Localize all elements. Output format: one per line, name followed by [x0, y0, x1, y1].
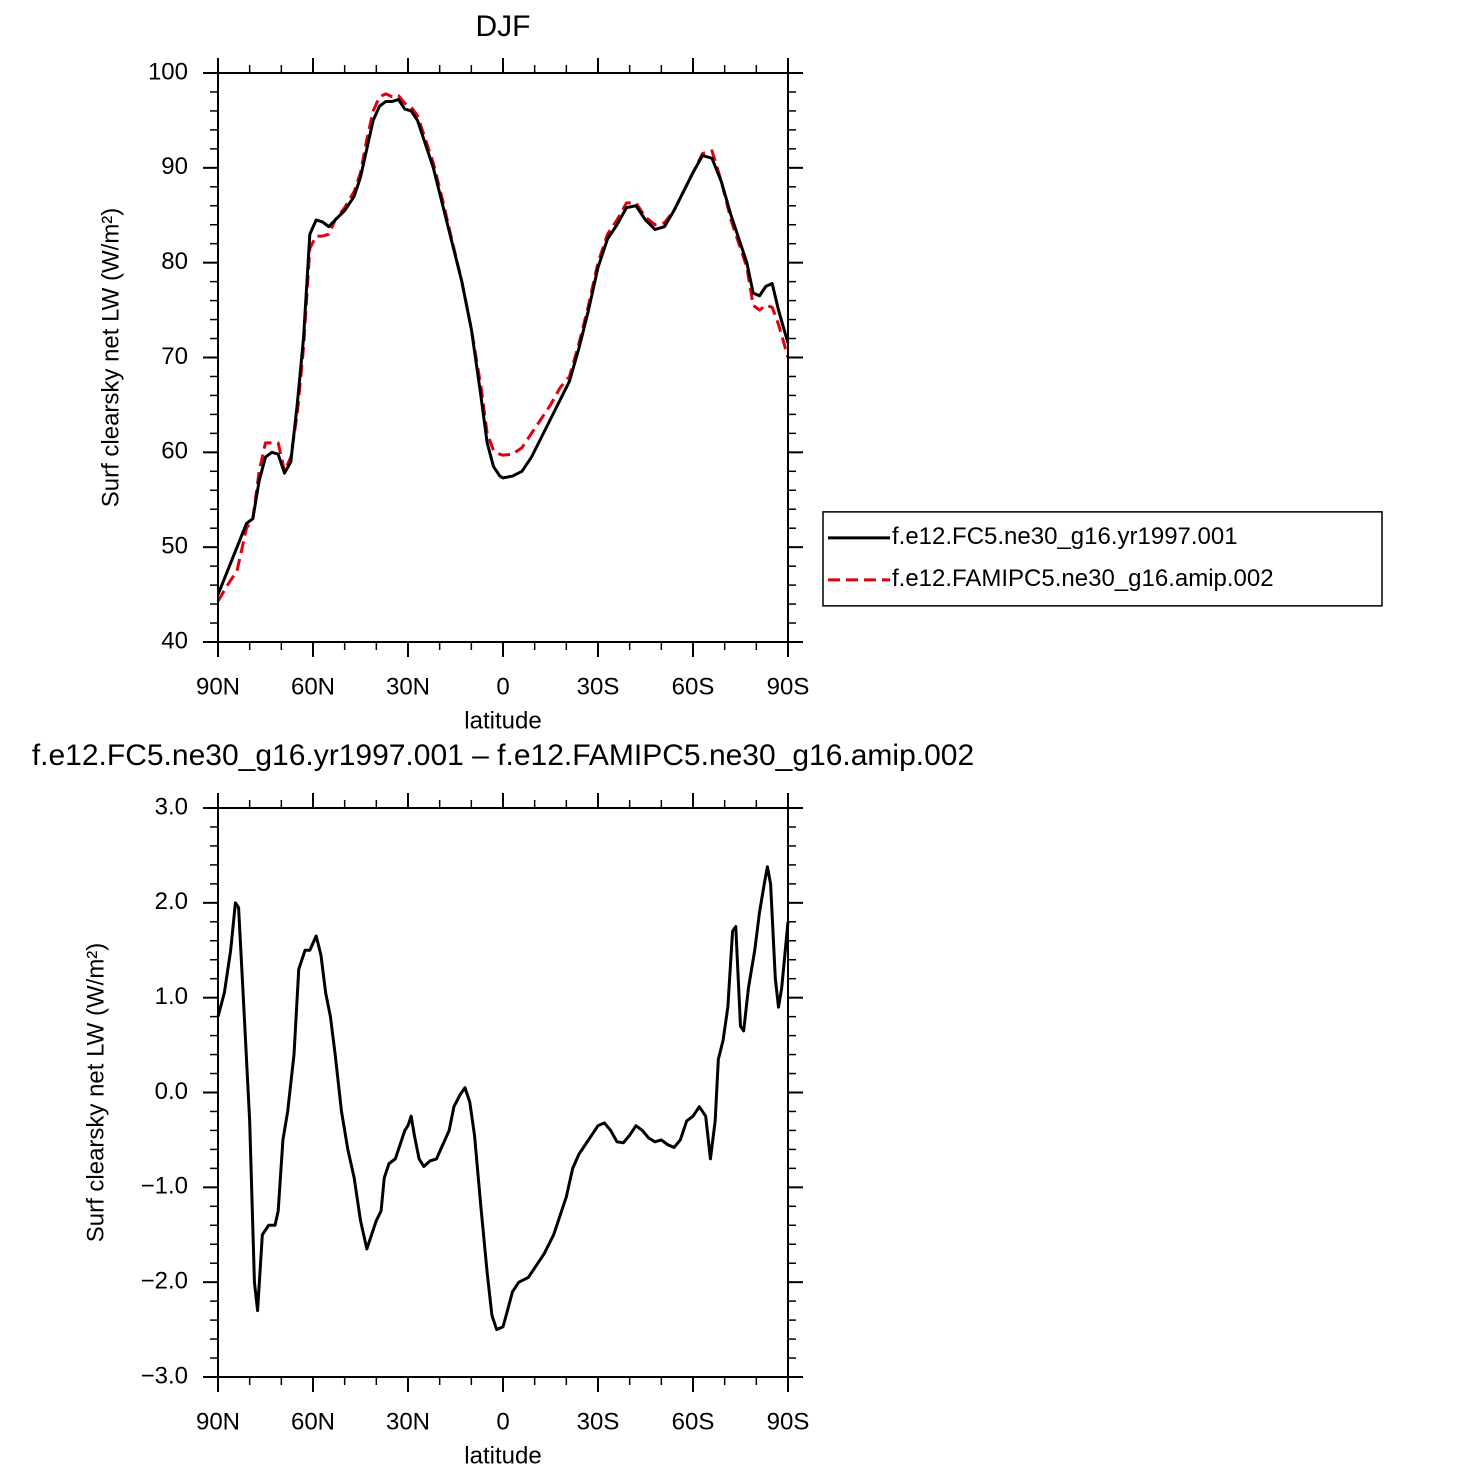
x-tick-label: 0: [496, 673, 509, 700]
x-tick-label: 30S: [577, 673, 620, 700]
y-axis-label: Surf clearsky net LW (W/m²): [97, 208, 124, 508]
y-tick-label: 0.0: [155, 1078, 188, 1105]
y-tick-label: 60: [161, 438, 188, 465]
x-tick-label: 30S: [577, 1408, 620, 1435]
y-tick-label: −1.0: [141, 1173, 188, 1200]
y-tick-label: 80: [161, 248, 188, 275]
legend-label: f.e12.FC5.ne30_g16.yr1997.001: [892, 523, 1238, 550]
y-tick-label: 1.0: [155, 983, 188, 1010]
y-tick-label: 50: [161, 533, 188, 560]
x-tick-label: 30N: [386, 673, 430, 700]
y-tick-label: 3.0: [155, 793, 188, 820]
y-tick-label: 100: [148, 58, 188, 85]
y-tick-label: 2.0: [155, 888, 188, 915]
chart-title: f.e12.FC5.ne30_g16.yr1997.001 – f.e12.FA…: [32, 739, 974, 772]
legend-box: [822, 511, 1383, 607]
x-tick-label: 90S: [767, 1408, 810, 1435]
x-tick-label: 90S: [767, 673, 810, 700]
x-axis-label: latitude: [464, 707, 541, 734]
x-axis-label: latitude: [464, 1442, 541, 1469]
series-line: [216, 98, 790, 596]
y-tick-label: −3.0: [141, 1362, 188, 1389]
series-line: [216, 865, 790, 1332]
y-tick-label: 70: [161, 343, 188, 370]
x-tick-label: 60N: [291, 1408, 335, 1435]
plot-frame: [217, 72, 789, 643]
y-tick-label: 40: [161, 627, 188, 654]
chart-title: DJF: [476, 10, 531, 43]
x-tick-label: 90N: [196, 673, 240, 700]
x-tick-label: 0: [496, 1408, 509, 1435]
x-tick-label: 60S: [672, 1408, 715, 1435]
plot-frame: [217, 807, 789, 1378]
y-tick-label: −2.0: [141, 1268, 188, 1295]
legend-label: f.e12.FAMIPC5.ne30_g16.amip.002: [892, 565, 1274, 592]
x-tick-label: 60S: [672, 673, 715, 700]
x-tick-label: 30N: [386, 1408, 430, 1435]
y-tick-label: 90: [161, 153, 188, 180]
y-axis-label: Surf clearsky net LW (W/m²): [82, 943, 109, 1243]
x-tick-label: 90N: [196, 1408, 240, 1435]
x-tick-label: 60N: [291, 673, 335, 700]
